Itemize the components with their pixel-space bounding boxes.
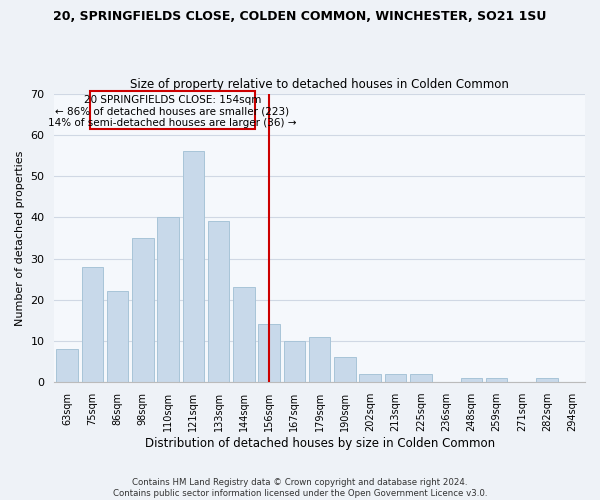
- Text: 20, SPRINGFIELDS CLOSE, COLDEN COMMON, WINCHESTER, SO21 1SU: 20, SPRINGFIELDS CLOSE, COLDEN COMMON, W…: [53, 10, 547, 23]
- Text: ← 86% of detached houses are smaller (223): ← 86% of detached houses are smaller (22…: [55, 107, 290, 117]
- Text: 20 SPRINGFIELDS CLOSE: 154sqm: 20 SPRINGFIELDS CLOSE: 154sqm: [84, 95, 261, 105]
- Bar: [461, 378, 482, 382]
- Bar: [157, 218, 179, 382]
- Bar: [536, 378, 558, 382]
- Bar: [309, 337, 331, 382]
- Bar: [233, 288, 254, 382]
- Title: Size of property relative to detached houses in Colden Common: Size of property relative to detached ho…: [130, 78, 509, 91]
- Bar: [208, 222, 229, 382]
- Text: Contains HM Land Registry data © Crown copyright and database right 2024.
Contai: Contains HM Land Registry data © Crown c…: [113, 478, 487, 498]
- Y-axis label: Number of detached properties: Number of detached properties: [15, 150, 25, 326]
- Bar: [410, 374, 431, 382]
- Bar: [486, 378, 508, 382]
- Bar: [284, 341, 305, 382]
- Bar: [56, 349, 78, 382]
- Bar: [132, 238, 154, 382]
- Bar: [259, 324, 280, 382]
- Bar: [182, 152, 204, 382]
- Bar: [359, 374, 381, 382]
- Bar: [385, 374, 406, 382]
- Bar: [334, 358, 356, 382]
- Text: 14% of semi-detached houses are larger (36) →: 14% of semi-detached houses are larger (…: [48, 118, 297, 128]
- X-axis label: Distribution of detached houses by size in Colden Common: Distribution of detached houses by size …: [145, 437, 495, 450]
- Bar: [107, 292, 128, 382]
- Bar: [82, 267, 103, 382]
- Bar: [90, 92, 255, 128]
